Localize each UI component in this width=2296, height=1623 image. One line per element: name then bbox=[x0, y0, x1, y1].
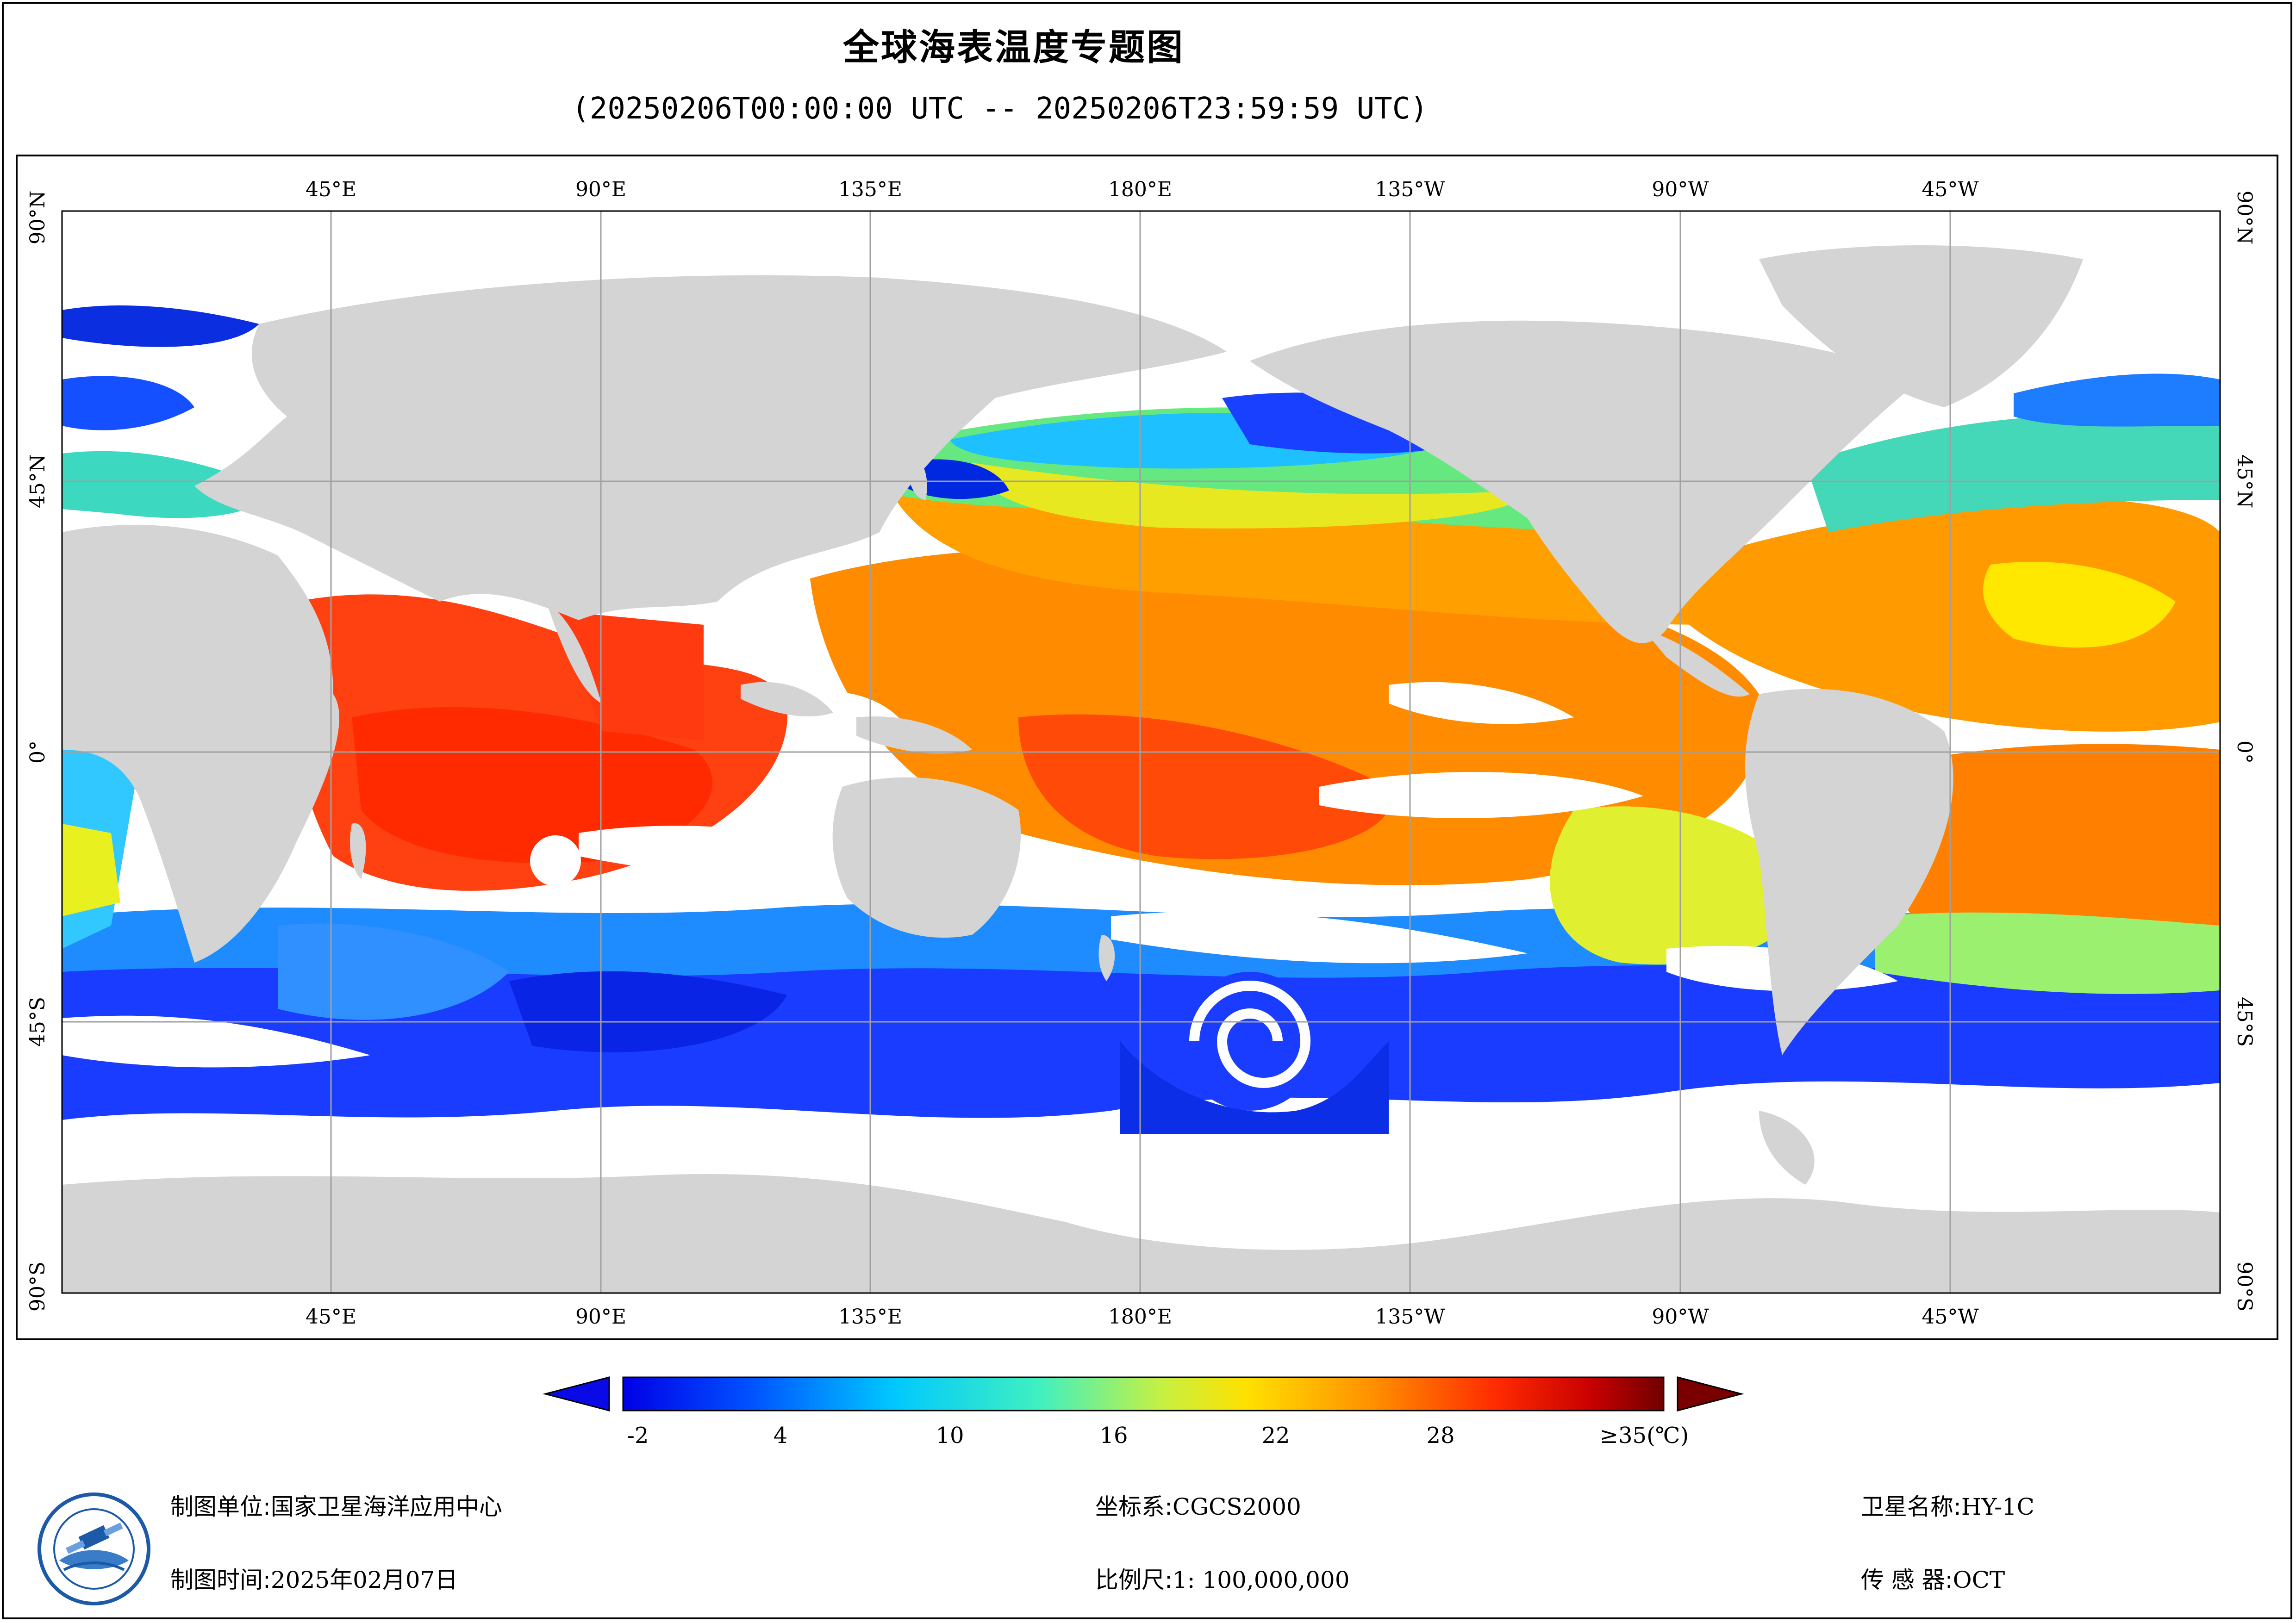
left-lat-label: 0° bbox=[26, 740, 50, 764]
top-lon-label: 90°W bbox=[1652, 178, 1709, 201]
bottom-lon-label: 90°W bbox=[1652, 1305, 1709, 1329]
right-lat-label: 0° bbox=[2233, 740, 2256, 764]
left-lat-label: 45°N bbox=[26, 454, 50, 509]
colorbar-tick-label: -2 bbox=[627, 1423, 649, 1449]
map-title: 全球海表温度专题图 bbox=[842, 27, 1185, 68]
bottom-lon-label: 45°W bbox=[1922, 1305, 1979, 1329]
greenland-land bbox=[1759, 245, 2083, 407]
map-inner-border bbox=[61, 210, 2221, 1294]
top-lon-label: 45°E bbox=[306, 178, 356, 201]
footer-time-value: 2025年02月07日 bbox=[270, 1567, 458, 1593]
left-lat-label: 45°S bbox=[26, 997, 50, 1047]
south-america-land bbox=[1745, 689, 1953, 1055]
right-lat-label: 90°S bbox=[2233, 1262, 2256, 1312]
left-lat-label: 90°S bbox=[26, 1262, 50, 1312]
footer-unit: 制图单位:国家卫星海洋应用中心 bbox=[170, 1488, 502, 1522]
africa-land bbox=[62, 525, 339, 963]
bottom-lon-label: 180°E bbox=[1108, 1305, 1172, 1329]
right-lat-label: 45°S bbox=[2233, 997, 2256, 1047]
colorbar-tick-label: 16 bbox=[1099, 1423, 1128, 1449]
footer-unit-value: 国家卫星海洋应用中心 bbox=[270, 1493, 502, 1520]
footer-sensor-value: OCT bbox=[1953, 1567, 2005, 1593]
footer-satellite-label: 卫星名称: bbox=[1861, 1493, 1961, 1520]
eurasia-land bbox=[194, 275, 1227, 620]
bottom-lon-label: 135°W bbox=[1375, 1305, 1445, 1329]
footer-satellite: 卫星名称:HY-1C bbox=[1861, 1488, 2034, 1522]
footer-time: 制图时间:2025年02月07日 bbox=[170, 1561, 458, 1595]
footer-sensor-label: 传 感 器: bbox=[1861, 1567, 1953, 1593]
colorbar-tick-label: 28 bbox=[1426, 1423, 1454, 1449]
footer-time-label: 制图时间: bbox=[170, 1567, 271, 1593]
footer-crs: 坐标系:CGCS2000 bbox=[1095, 1488, 1301, 1522]
footer-satellite-value: HY-1C bbox=[1961, 1493, 2034, 1520]
colorbar-tick-label: 22 bbox=[1261, 1423, 1290, 1449]
map-subtitle: (20250206T00:00:00 UTC -- 20250206T23:59… bbox=[572, 92, 1428, 126]
footer-scale-value: 1: 100,000,000 bbox=[1172, 1567, 1350, 1593]
top-lon-label: 45°W bbox=[1922, 178, 1979, 201]
top-lon-label: 135°W bbox=[1375, 178, 1445, 201]
map-content bbox=[62, 211, 2220, 1293]
right-lat-label: 90°N bbox=[2233, 191, 2256, 245]
footer-scale: 比例尺:1: 100,000,000 bbox=[1095, 1561, 1350, 1595]
cyclone-swirl bbox=[1180, 972, 1319, 1111]
colorbar-labels: -2 4 10 16 22 28 ≥35(℃) bbox=[627, 1423, 1689, 1449]
top-lon-labels: 45°E 90°E 135°E 180°E 135°W 90°W 45°W bbox=[306, 178, 1979, 201]
footer-sensor: 传 感 器:OCT bbox=[1861, 1561, 2005, 1595]
graticule bbox=[62, 211, 2220, 1293]
australia-land bbox=[832, 777, 1021, 938]
cloud-cover bbox=[62, 682, 1898, 1068]
colorbar-min-arrow bbox=[543, 1376, 610, 1412]
left-lat-label: 90°N bbox=[26, 191, 50, 245]
colorbar-gradient bbox=[622, 1376, 1665, 1412]
footer-crs-label: 坐标系: bbox=[1095, 1493, 1173, 1520]
left-lat-labels: 90°N 45°N 0° 45°S 90°S bbox=[26, 191, 50, 1312]
colorbar-tick-label: 10 bbox=[936, 1423, 964, 1449]
right-lat-label: 45°N bbox=[2233, 454, 2256, 509]
nsoas-logo-icon bbox=[37, 1492, 150, 1605]
bottom-lon-label: 90°E bbox=[575, 1305, 626, 1329]
colorbar-max-arrow bbox=[1677, 1376, 1744, 1412]
colorbar-tick-label: 4 bbox=[774, 1423, 788, 1449]
map-frame bbox=[16, 155, 2278, 1340]
footer-crs-value: CGCS2000 bbox=[1172, 1493, 1301, 1520]
bottom-lon-labels: 45°E 90°E 135°E 180°E 135°W 90°W 45°W bbox=[306, 1305, 1979, 1329]
colorbar-tick-label: ≥35(℃) bbox=[1600, 1423, 1689, 1449]
footer-scale-label: 比例尺: bbox=[1095, 1567, 1173, 1593]
colorbar: -2 4 10 16 22 28 ≥35(℃) bbox=[543, 1376, 1744, 1449]
footer-unit-label: 制图单位: bbox=[170, 1493, 271, 1520]
top-lon-label: 180°E bbox=[1108, 178, 1172, 201]
bottom-lon-label: 135°E bbox=[838, 1305, 902, 1329]
top-lon-label: 135°E bbox=[838, 178, 902, 201]
top-lon-label: 90°E bbox=[575, 178, 626, 201]
right-lat-labels: 90°N 45°N 0° 45°S 90°S bbox=[2233, 191, 2256, 1312]
bottom-lon-label: 45°E bbox=[306, 1305, 356, 1329]
